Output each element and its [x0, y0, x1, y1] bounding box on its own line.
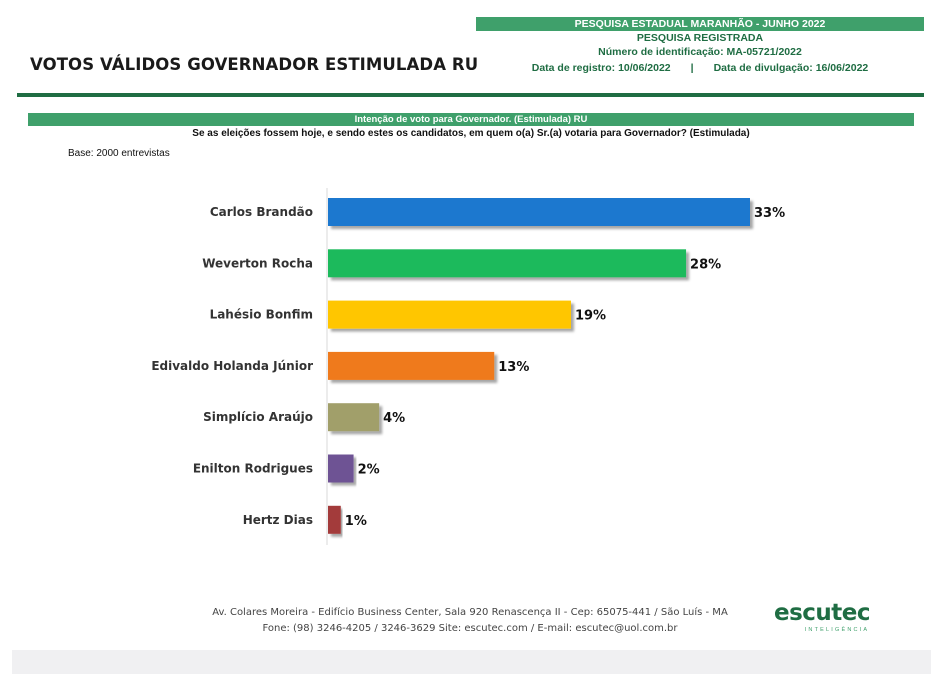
bar-weverton-rocha — [328, 249, 687, 278]
logo-wordmark: escutec — [773, 600, 871, 626]
sample-base: Base: 2000 entrevistas — [68, 148, 170, 159]
footer-contact: Fone: (98) 3246-4205 / 3246-3629 Site: e… — [262, 623, 678, 634]
footer-address: Av. Colares Moreira - Edifício Business … — [212, 607, 728, 618]
date-separator: | — [690, 62, 694, 74]
registration-block: PESQUISA ESTADUAL MARANHÃO - JUNHO 2022 … — [476, 17, 924, 75]
footer: Av. Colares Moreira - Edifício Business … — [190, 605, 750, 637]
category-label-carlos-brandao: Carlos Brandão — [210, 205, 313, 219]
value-label-hertz-dias: 1% — [345, 514, 367, 529]
identification-number: Número de identificação: MA-05721/2022 — [598, 46, 802, 58]
bar-hertz-dias — [328, 505, 341, 534]
bar-simplicio-araujo — [328, 403, 380, 432]
publication-date: Data de divulgação: 16/06/2022 — [713, 62, 869, 74]
bar-edivaldo-holanda-junior — [328, 351, 495, 380]
value-label-carlos-brandao: 33% — [754, 206, 785, 221]
survey-question: Se as eleições fossem hoje, e sendo este… — [192, 128, 750, 139]
logo-tagline: INTELIGÊNCIA — [804, 627, 870, 633]
category-label-edivaldo-holanda-junior: Edivaldo Holanda Júnior — [151, 359, 313, 373]
header-divider — [17, 93, 924, 97]
survey-banner: PESQUISA ESTADUAL MARANHÃO - JUNHO 2022 — [476, 17, 924, 31]
escutec-logo: escutec INTELIGÊNCIA — [772, 600, 872, 634]
category-label-weverton-rocha: Weverton Rocha — [202, 256, 313, 270]
category-label-simplicio-araujo: Simplício Araújo — [203, 410, 313, 424]
category-label-enilton-rodrigues: Enilton Rodrigues — [193, 462, 313, 476]
bar-enilton-rodrigues — [328, 454, 354, 483]
value-label-lahesio-bonfim: 19% — [575, 309, 606, 324]
registered-label: PESQUISA REGISTRADA — [636, 32, 764, 44]
value-label-enilton-rodrigues: 2% — [358, 463, 380, 478]
registration-date: Data de registro: 10/06/2022 — [531, 62, 671, 74]
section-banner: Intenção de voto para Governador. (Estim… — [28, 113, 914, 126]
bottom-strip — [12, 650, 931, 674]
category-label-hertz-dias: Hertz Dias — [243, 513, 313, 527]
bar-lahesio-bonfim — [328, 300, 571, 329]
value-label-edivaldo-holanda-junior: 13% — [498, 360, 529, 375]
registration-dates: Data de registro: 10/06/2022 | Data de div… — [476, 61, 924, 75]
category-label-lahesio-bonfim: Lahésio Bonfim — [210, 308, 313, 322]
value-label-simplicio-araujo: 4% — [383, 411, 405, 426]
bar-carlos-brandao — [328, 198, 750, 226]
value-label-weverton-rocha: 28% — [690, 257, 721, 272]
page-title: VOTOS VÁLIDOS GOVERNADOR ESTIMULADA RU — [30, 55, 479, 74]
